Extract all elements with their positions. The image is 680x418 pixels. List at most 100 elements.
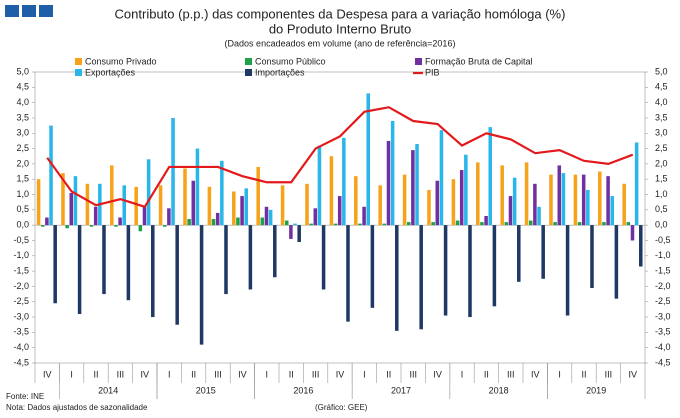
bar: [468, 225, 472, 318]
bar: [504, 222, 509, 226]
bar: [586, 189, 590, 226]
y2-tick-label: -2,5: [655, 296, 671, 306]
y-tick-label: 1,5: [16, 174, 29, 184]
logo-block: [22, 5, 36, 17]
bar: [451, 179, 456, 226]
y2-tick-label: -3,0: [655, 311, 671, 321]
credit: (Gráfico: GEE): [315, 403, 368, 412]
bar: [110, 165, 114, 226]
bar: [439, 130, 444, 226]
bar: [36, 179, 41, 226]
y-tick-label: -3,5: [13, 327, 29, 337]
bar: [358, 223, 362, 226]
x-tick-label: I: [363, 369, 366, 379]
bar: [537, 206, 541, 226]
bar: [118, 217, 122, 226]
bar: [268, 209, 273, 226]
bar: [581, 174, 586, 226]
bar: [284, 220, 289, 226]
x-tick-label: I: [266, 369, 269, 379]
y2-tick-label: 0,5: [655, 204, 668, 214]
bar: [390, 121, 395, 226]
chart-title: do Produto Interno Bruto: [269, 21, 411, 36]
x-tick-label: IV: [238, 369, 247, 379]
x-tick-label: III: [409, 369, 417, 379]
x-tick-label: III: [312, 369, 320, 379]
chart-subtitle: (Dados encadeados em volume (ano de refe…: [225, 38, 456, 48]
y-tick-label: -1,5: [13, 265, 29, 275]
bar: [329, 156, 334, 226]
y-tick-label: 0,5: [16, 204, 29, 214]
bar: [553, 222, 557, 226]
bar: [415, 143, 419, 226]
y2-tick-label: -0,5: [655, 235, 671, 245]
y-tick-label: 4,0: [16, 97, 29, 107]
bar: [512, 177, 517, 226]
x-tick-label: IV: [336, 369, 345, 379]
bar: [378, 185, 382, 226]
y-tick-label: 2,0: [16, 158, 29, 168]
y-tick-label: 0,0: [16, 220, 29, 230]
bar: [232, 191, 236, 226]
bar: [459, 170, 464, 226]
bar: [264, 206, 269, 226]
y-tick-label: -1,0: [13, 250, 29, 260]
bar: [256, 166, 260, 226]
bar: [273, 225, 277, 278]
x-tick-label: II: [386, 369, 391, 379]
chart-title: Contributo (p.p.) das componentes da Des…: [115, 6, 566, 21]
x-tick-label: II: [484, 369, 489, 379]
legend-label: Consumo Privado: [85, 56, 157, 66]
bar: [411, 150, 415, 226]
bar: [517, 225, 521, 282]
bar: [427, 189, 431, 226]
bar: [248, 225, 253, 290]
bar: [40, 225, 45, 227]
x-tick-label: IV: [43, 369, 52, 379]
bar: [45, 217, 49, 226]
legend-swatch: [75, 58, 82, 65]
y-tick-label: -4,0: [13, 342, 29, 352]
x-year-label: 2019: [586, 385, 606, 395]
x-tick-label: I: [168, 369, 171, 379]
bar: [333, 223, 338, 226]
bar: [158, 185, 163, 226]
x-tick-label: II: [289, 369, 294, 379]
bar: [309, 223, 313, 226]
bar: [476, 162, 480, 226]
y-tick-label: -3,0: [13, 311, 29, 321]
bar: [122, 185, 126, 226]
bar: [431, 222, 435, 226]
bar: [561, 173, 566, 226]
bar: [370, 225, 375, 308]
bar: [549, 174, 553, 226]
bar: [199, 225, 204, 345]
y2-tick-label: -4,0: [655, 342, 671, 352]
bar: [102, 225, 106, 295]
bar: [565, 225, 570, 316]
legend-label: PIB: [425, 67, 440, 77]
bar: [480, 222, 484, 226]
bar: [464, 154, 468, 226]
bar: [354, 176, 358, 226]
y2-tick-label: 5,0: [655, 66, 668, 76]
bar: [85, 183, 90, 226]
bar: [244, 188, 248, 226]
bar: [435, 180, 440, 226]
bar: [146, 159, 151, 226]
y2-tick-label: -3,5: [655, 327, 671, 337]
legend-swatch: [245, 69, 252, 76]
bar: [321, 225, 326, 290]
note: Nota: Dados ajustados de sazonalidade: [6, 403, 148, 412]
bar: [557, 165, 562, 226]
bar: [488, 127, 492, 226]
y2-tick-label: -2,0: [655, 281, 671, 291]
bar: [93, 206, 98, 226]
bar: [533, 183, 537, 226]
legend-label: Formação Bruta de Capital: [425, 56, 533, 66]
x-tick-label: II: [581, 369, 586, 379]
bar: [317, 145, 322, 226]
bar: [573, 174, 578, 226]
bar: [419, 225, 423, 330]
y-tick-label: 3,0: [16, 128, 29, 138]
